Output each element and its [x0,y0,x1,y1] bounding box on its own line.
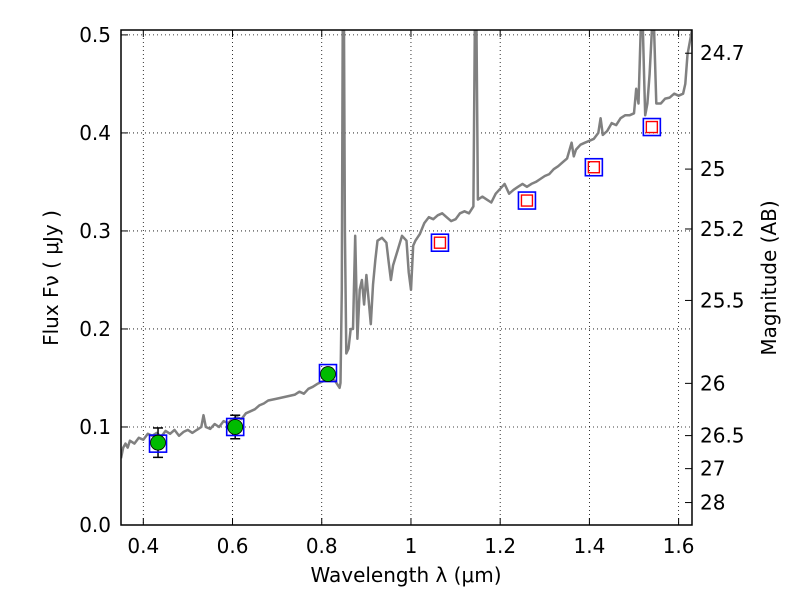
y2-axis-label: Magnitude (AB) [757,200,781,355]
x-tick-label: 1.6 [663,534,695,558]
model-photometry-box [430,233,450,253]
model-photometry-box [225,417,245,437]
y-tick-label: 0.4 [79,121,111,145]
y2-tick-label: 25.2 [700,217,745,241]
y2-tick-label: 27 [700,457,725,481]
y-axis-label: Flux Fν ( μJy ) [39,210,63,346]
y-tick-label: 0.5 [79,23,111,47]
upper-limit-marker [520,194,534,207]
observed-point [227,419,244,435]
y-tick-label: 0.0 [79,513,111,537]
y2-tick-label: 28 [700,491,725,515]
y2-tick-label: 25 [700,157,725,181]
y2-tick-label: 24.7 [700,41,745,65]
y2-tick-label: 26 [700,371,725,395]
y-tick-label: 0.3 [79,219,111,243]
upper-limit-marker [645,120,659,134]
model-photometry-box [584,157,604,177]
observed-point [150,434,166,451]
y2-tick-label: 26.5 [700,424,745,448]
y2-tick-label: 25.5 [700,288,745,312]
y-tick-label: 0.1 [79,415,111,439]
x-tick-label: 0.8 [306,534,338,558]
upper-limit-marker [433,236,447,249]
model-spectrum-line [121,30,692,459]
plot-frame [120,29,693,526]
model-photometry-box [517,191,537,210]
x-tick-label: 1.4 [573,534,605,558]
x-tick-label: 1.2 [484,534,516,558]
plot-data [121,30,692,459]
observed-point [320,366,336,382]
model-photometry-box [642,117,662,137]
x-axis-label: Wavelength λ (μm) [310,563,501,587]
upper-limit-marker [587,161,601,174]
grid [121,30,692,526]
x-tick-label: 1 [405,534,418,558]
axis-ticks: 0.4 0.6 0.8 1 1.2 1.4 1.6 0.0 0.1 0.2 0.3 0.4 0.5 24.… [79,23,744,558]
x-tick-label: 0.4 [127,534,159,558]
y-tick-label: 0.2 [79,317,111,341]
x-tick-label: 0.6 [217,534,249,558]
